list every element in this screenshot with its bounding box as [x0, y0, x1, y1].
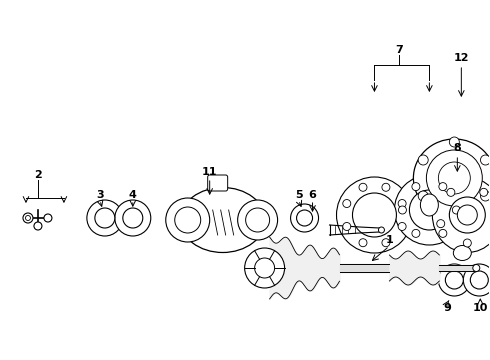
Circle shape: [412, 183, 420, 190]
Circle shape: [418, 191, 428, 201]
Circle shape: [245, 208, 270, 232]
Text: 2: 2: [34, 170, 42, 180]
Circle shape: [255, 258, 274, 278]
Circle shape: [296, 210, 313, 226]
Circle shape: [418, 155, 428, 165]
Circle shape: [470, 271, 489, 289]
Text: 7: 7: [395, 45, 403, 55]
Circle shape: [398, 222, 406, 230]
Text: 8: 8: [453, 143, 461, 153]
Circle shape: [481, 155, 490, 165]
Circle shape: [410, 190, 449, 230]
Circle shape: [445, 271, 464, 289]
Circle shape: [378, 227, 385, 233]
Text: 6: 6: [309, 190, 317, 200]
Circle shape: [87, 200, 123, 236]
Circle shape: [95, 208, 115, 228]
Ellipse shape: [453, 246, 471, 261]
Circle shape: [426, 150, 482, 206]
Text: 10: 10: [473, 303, 488, 313]
Text: 1: 1: [386, 235, 393, 245]
Circle shape: [457, 205, 477, 225]
Circle shape: [123, 208, 143, 228]
Ellipse shape: [414, 139, 490, 217]
Circle shape: [343, 199, 351, 207]
Circle shape: [382, 183, 390, 191]
Circle shape: [439, 183, 447, 190]
Circle shape: [245, 248, 285, 288]
Circle shape: [291, 204, 318, 232]
Circle shape: [452, 206, 460, 214]
Circle shape: [175, 207, 201, 233]
Circle shape: [398, 206, 406, 214]
Circle shape: [115, 200, 151, 236]
Circle shape: [449, 197, 485, 233]
Circle shape: [44, 214, 52, 222]
Circle shape: [359, 239, 367, 247]
Circle shape: [447, 188, 455, 196]
Circle shape: [437, 220, 445, 228]
Text: 3: 3: [96, 190, 104, 200]
Circle shape: [464, 239, 471, 247]
Circle shape: [238, 200, 278, 240]
Circle shape: [473, 265, 480, 271]
Text: 4: 4: [129, 190, 137, 200]
Ellipse shape: [180, 188, 265, 252]
Ellipse shape: [432, 177, 490, 252]
Circle shape: [480, 188, 488, 196]
Circle shape: [23, 213, 33, 223]
Text: 9: 9: [443, 303, 451, 313]
Circle shape: [25, 216, 30, 220]
Circle shape: [34, 222, 42, 230]
Circle shape: [481, 191, 490, 201]
Circle shape: [359, 183, 367, 191]
FancyBboxPatch shape: [208, 175, 228, 191]
Ellipse shape: [420, 194, 439, 216]
Text: 5: 5: [295, 190, 302, 200]
Circle shape: [398, 199, 406, 207]
Circle shape: [352, 193, 396, 237]
Circle shape: [412, 229, 420, 237]
Circle shape: [343, 222, 351, 230]
Circle shape: [449, 137, 459, 147]
Circle shape: [382, 239, 390, 247]
Circle shape: [166, 198, 210, 242]
Circle shape: [439, 162, 470, 194]
Text: 12: 12: [454, 53, 469, 63]
Circle shape: [439, 229, 447, 237]
Circle shape: [449, 209, 459, 219]
Circle shape: [464, 264, 490, 296]
Circle shape: [337, 177, 413, 253]
Circle shape: [394, 175, 465, 245]
Text: 11: 11: [202, 167, 218, 177]
Circle shape: [439, 264, 470, 296]
